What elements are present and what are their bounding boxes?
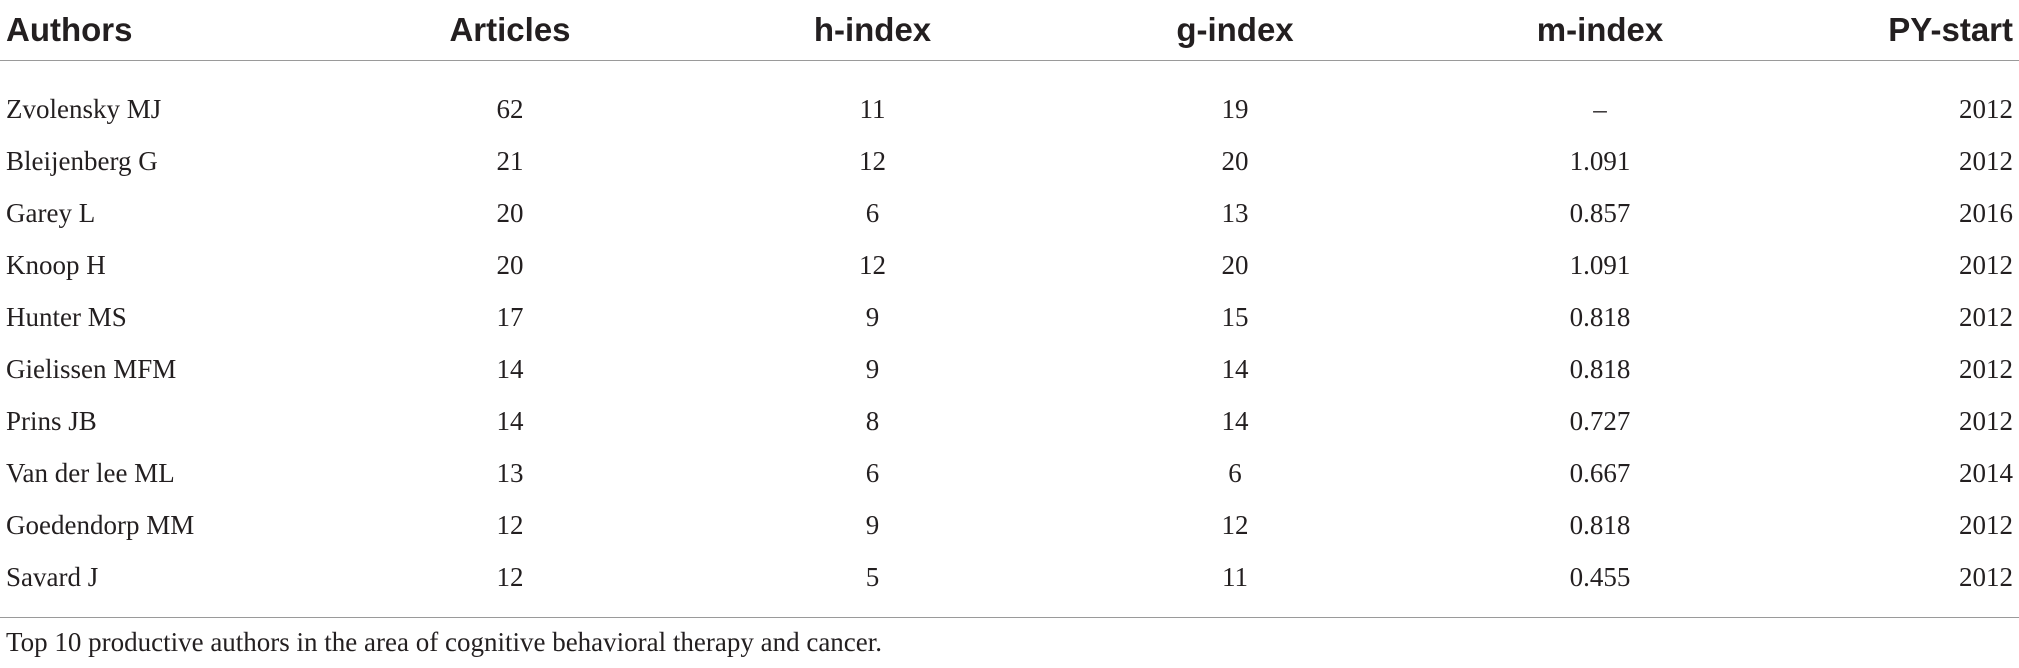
cell-g-index: 11 xyxy=(1055,551,1415,618)
header-authors: Authors xyxy=(0,0,330,61)
cell-g-index: 14 xyxy=(1221,405,1249,436)
cell-author: Zvolensky MJ xyxy=(6,93,162,124)
cell-h-index: 6 xyxy=(865,457,880,488)
cell-h-index: 5 xyxy=(690,551,1055,618)
cell-h-index: 9 xyxy=(865,509,880,540)
header-py-start: PY-start xyxy=(1785,0,2019,61)
cell-author: Garey L xyxy=(6,197,96,228)
table-row: Garey L 20 6 13 0.857 2016 xyxy=(0,187,2019,239)
table-row: Bleijenberg G 21 12 20 1.091 2012 xyxy=(0,135,2019,187)
table-row: Hunter MS 17 9 15 0.818 2012 xyxy=(0,291,2019,343)
cell-m-index: 0.667 xyxy=(1569,457,1631,488)
cell-author: Goedendorp MM xyxy=(6,509,195,540)
table-row: Savard J 12 5 11 0.455 2012 xyxy=(0,551,2019,618)
cell-h-index: 9 xyxy=(865,301,880,332)
cell-h-index: 6 xyxy=(865,197,880,228)
cell-author: Prins JB xyxy=(6,405,97,436)
cell-articles: 14 xyxy=(496,353,524,384)
table-row: Knoop H 20 12 20 1.091 2012 xyxy=(0,239,2019,291)
cell-m-index: 1.091 xyxy=(1569,249,1631,280)
cell-py-start: 2012 xyxy=(1959,353,2013,384)
cell-m-index: 0.818 xyxy=(1569,301,1631,332)
cell-g-index: 19 xyxy=(1221,93,1249,124)
table-caption: Top 10 productive authors in the area of… xyxy=(6,627,883,657)
cell-h-index: 8 xyxy=(865,405,880,436)
cell-h-index: 12 xyxy=(859,145,886,176)
cell-g-index: 14 xyxy=(1221,353,1249,384)
table-row: Prins JB 14 8 14 0.727 2012 xyxy=(0,395,2019,447)
cell-py-start: 2012 xyxy=(1959,93,2013,124)
header-h-index: h-index xyxy=(690,0,1055,61)
header-m-index: m-index xyxy=(1415,0,1785,61)
cell-articles: 20 xyxy=(496,197,524,228)
cell-g-index: 15 xyxy=(1221,301,1249,332)
cell-py-start: 2016 xyxy=(1959,197,2013,228)
cell-articles: 17 xyxy=(496,301,524,332)
cell-m-index: 0.727 xyxy=(1569,405,1631,436)
cell-articles: 12 xyxy=(496,509,524,540)
cell-articles: 20 xyxy=(496,249,524,280)
cell-m-index: 0.818 xyxy=(1569,353,1631,384)
cell-py-start: 2014 xyxy=(1959,457,2013,488)
authors-table: Authors Articles h-index g-index m-index… xyxy=(0,0,2019,618)
table-header: Authors Articles h-index g-index m-index… xyxy=(0,0,2019,61)
cell-h-index: 12 xyxy=(859,249,886,280)
cell-py-start: 2012 xyxy=(1959,249,2013,280)
cell-m-index: 0.857 xyxy=(1569,197,1631,228)
cell-g-index: 13 xyxy=(1221,197,1249,228)
cell-py-start: 2012 xyxy=(1785,551,2019,618)
cell-py-start: 2012 xyxy=(1959,509,2013,540)
cell-author: Bleijenberg G xyxy=(6,145,158,176)
cell-g-index: 20 xyxy=(1221,249,1249,280)
cell-author: Knoop H xyxy=(6,249,106,280)
cell-author: Savard J xyxy=(0,551,330,618)
cell-articles: 13 xyxy=(496,457,524,488)
cell-m-index: 0.818 xyxy=(1569,509,1631,540)
header-articles: Articles xyxy=(330,0,690,61)
cell-author: Van der lee ML xyxy=(6,457,175,488)
cell-py-start: 2012 xyxy=(1959,405,2013,436)
cell-articles: 12 xyxy=(330,551,690,618)
cell-articles: 62 xyxy=(496,93,524,124)
table-row: Goedendorp MM 12 9 12 0.818 2012 xyxy=(0,499,2019,551)
cell-m-index: – xyxy=(1593,93,1607,124)
authors-table-container: Authors Articles h-index g-index m-index… xyxy=(0,0,2019,618)
header-g-index: g-index xyxy=(1055,0,1415,61)
cell-m-index: 0.455 xyxy=(1415,551,1785,618)
table-row: Gielissen MFM 14 9 14 0.818 2012 xyxy=(0,343,2019,395)
cell-py-start: 2012 xyxy=(1959,301,2013,332)
cell-articles: 21 xyxy=(496,145,524,176)
cell-py-start: 2012 xyxy=(1959,145,2013,176)
table-row: Zvolensky MJ 62 11 19 – 2012 xyxy=(0,61,2019,136)
header-row: Authors Articles h-index g-index m-index… xyxy=(0,0,2019,61)
cell-author: Gielissen MFM xyxy=(6,353,177,384)
table-body: Zvolensky MJ 62 11 19 – 2012 Bleijenberg… xyxy=(0,61,2019,618)
cell-articles: 14 xyxy=(496,405,524,436)
cell-m-index: 1.091 xyxy=(1569,145,1631,176)
cell-g-index: 6 xyxy=(1228,457,1242,488)
cell-g-index: 20 xyxy=(1221,145,1249,176)
cell-g-index: 12 xyxy=(1221,509,1249,540)
table-row: Van der lee ML 13 6 6 0.667 2014 xyxy=(0,447,2019,499)
cell-h-index: 9 xyxy=(865,353,880,384)
cell-author: Hunter MS xyxy=(6,301,127,332)
cell-h-index: 11 xyxy=(859,93,886,124)
